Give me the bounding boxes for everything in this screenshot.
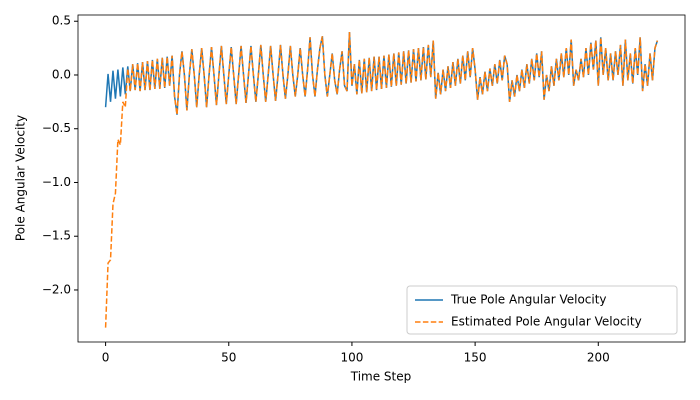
- y-tick-label: 0.5: [52, 14, 71, 28]
- legend-box: [406, 285, 678, 335]
- legend-label: Estimated Pole Angular Velocity: [451, 315, 642, 329]
- x-tick-label: 100: [340, 351, 363, 365]
- x-tick-label: 0: [102, 351, 110, 365]
- y-tick-label: 0.0: [52, 67, 71, 81]
- y-tick-label: −1.0: [42, 175, 71, 189]
- line-series: [104, 31, 659, 115]
- y-tick-label: −0.5: [42, 121, 71, 135]
- x-tick-label: 50: [221, 351, 236, 365]
- line-series: [104, 31, 659, 328]
- y-tick-label: −2.0: [42, 282, 71, 296]
- plot-frame: [77, 14, 686, 343]
- x-axis-label: Time Step: [350, 370, 412, 384]
- y-axis-label: Pole Angular Velocity: [14, 115, 28, 241]
- legend-label: True Pole Angular Velocity: [450, 293, 607, 307]
- y-tick-label: −1.5: [42, 229, 71, 243]
- x-tick-label: 150: [464, 351, 487, 365]
- x-tick-label: 200: [587, 351, 610, 365]
